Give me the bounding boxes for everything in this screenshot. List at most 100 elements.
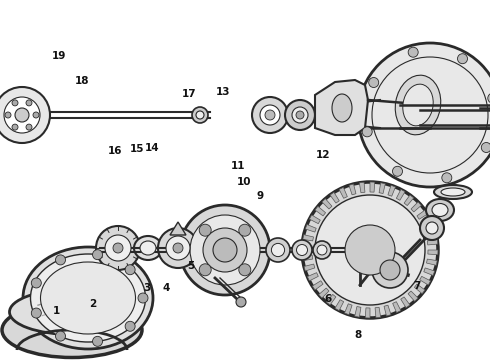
Circle shape	[138, 293, 148, 303]
Circle shape	[213, 238, 237, 262]
Circle shape	[317, 245, 327, 255]
Text: 10: 10	[237, 177, 251, 187]
Polygon shape	[349, 184, 356, 195]
Polygon shape	[404, 195, 414, 206]
Text: 7: 7	[413, 281, 420, 291]
Circle shape	[199, 264, 211, 276]
Circle shape	[15, 108, 29, 122]
Circle shape	[252, 97, 288, 133]
Polygon shape	[309, 215, 320, 224]
Polygon shape	[355, 306, 361, 317]
Polygon shape	[396, 189, 405, 200]
Circle shape	[313, 241, 331, 259]
Polygon shape	[384, 305, 391, 316]
Polygon shape	[422, 219, 433, 227]
Circle shape	[488, 93, 490, 103]
Polygon shape	[359, 182, 365, 193]
Polygon shape	[420, 276, 431, 285]
Polygon shape	[326, 294, 336, 305]
Circle shape	[292, 240, 312, 260]
Polygon shape	[375, 307, 381, 318]
Circle shape	[125, 321, 135, 331]
Circle shape	[190, 215, 260, 285]
Text: 5: 5	[188, 261, 195, 271]
Polygon shape	[302, 245, 312, 250]
Polygon shape	[330, 192, 339, 203]
Circle shape	[203, 228, 247, 272]
Circle shape	[105, 235, 131, 261]
Polygon shape	[370, 182, 375, 192]
Circle shape	[93, 250, 102, 260]
Polygon shape	[302, 255, 313, 261]
Polygon shape	[305, 225, 316, 232]
Ellipse shape	[30, 254, 146, 342]
Circle shape	[113, 243, 123, 253]
Circle shape	[458, 54, 467, 64]
Text: 8: 8	[354, 330, 361, 340]
Polygon shape	[344, 304, 352, 315]
Circle shape	[345, 225, 395, 275]
Ellipse shape	[134, 236, 162, 260]
Polygon shape	[408, 291, 418, 301]
Text: 19: 19	[51, 51, 66, 61]
Text: 9: 9	[256, 191, 263, 201]
Circle shape	[481, 143, 490, 153]
Polygon shape	[170, 222, 186, 235]
Circle shape	[125, 265, 135, 275]
Circle shape	[426, 222, 438, 234]
Text: 6: 6	[325, 294, 332, 304]
Circle shape	[239, 224, 251, 236]
Polygon shape	[388, 185, 395, 196]
Text: 14: 14	[145, 143, 159, 153]
Circle shape	[265, 110, 275, 120]
Text: 1: 1	[53, 306, 60, 316]
Polygon shape	[379, 183, 385, 193]
Circle shape	[55, 255, 66, 265]
Polygon shape	[303, 235, 314, 241]
Text: 18: 18	[75, 76, 90, 86]
Circle shape	[302, 182, 438, 318]
Circle shape	[285, 100, 315, 130]
Circle shape	[236, 297, 246, 307]
Polygon shape	[315, 206, 325, 216]
Polygon shape	[415, 284, 425, 294]
Circle shape	[173, 243, 183, 253]
Polygon shape	[392, 302, 401, 312]
Circle shape	[192, 107, 208, 123]
Circle shape	[196, 111, 204, 119]
Circle shape	[96, 226, 140, 270]
Ellipse shape	[23, 247, 153, 349]
Circle shape	[296, 111, 304, 119]
Text: 15: 15	[130, 144, 145, 154]
Circle shape	[26, 124, 32, 130]
Ellipse shape	[2, 302, 142, 357]
Circle shape	[362, 127, 372, 137]
Polygon shape	[318, 288, 329, 298]
Circle shape	[93, 336, 102, 346]
Circle shape	[33, 112, 39, 118]
Circle shape	[296, 244, 308, 256]
Polygon shape	[424, 268, 435, 275]
Text: 16: 16	[108, 146, 122, 156]
Text: 13: 13	[216, 87, 230, 97]
Text: 3: 3	[144, 283, 150, 293]
Circle shape	[26, 100, 32, 106]
Circle shape	[12, 124, 18, 130]
Circle shape	[368, 77, 379, 87]
Circle shape	[380, 260, 400, 280]
Circle shape	[239, 264, 251, 276]
Ellipse shape	[140, 241, 156, 255]
Circle shape	[266, 238, 290, 262]
Polygon shape	[417, 210, 428, 219]
Polygon shape	[401, 297, 410, 308]
Ellipse shape	[395, 75, 441, 135]
Circle shape	[442, 173, 452, 183]
Polygon shape	[426, 259, 437, 265]
Polygon shape	[339, 188, 347, 198]
Polygon shape	[307, 273, 318, 281]
Polygon shape	[304, 264, 315, 271]
Circle shape	[0, 87, 50, 143]
Circle shape	[420, 216, 444, 240]
Circle shape	[12, 100, 18, 106]
Ellipse shape	[434, 185, 472, 199]
